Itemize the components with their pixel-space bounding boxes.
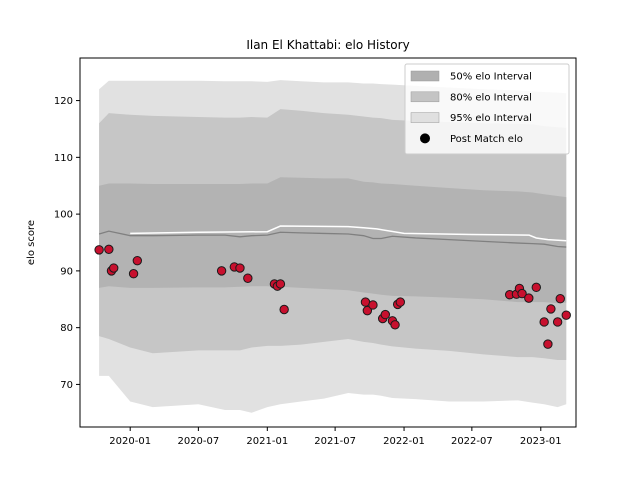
post-match-point bbox=[552, 317, 563, 327]
y-tick-label: 70 bbox=[60, 380, 73, 391]
y-tick-label: 80 bbox=[60, 323, 73, 334]
post-match-point bbox=[104, 244, 114, 255]
x-tick-label: 2022-07 bbox=[451, 436, 493, 447]
y-tick-label: 100 bbox=[54, 210, 73, 221]
y-tick-label: 90 bbox=[60, 266, 73, 277]
post-match-point bbox=[543, 339, 553, 349]
x-tick-label: 2022-01 bbox=[383, 436, 425, 447]
x-tick-label: 2021-07 bbox=[314, 436, 356, 447]
x-tick-label: 2021-01 bbox=[246, 436, 288, 447]
y-tick-label: 120 bbox=[54, 96, 73, 107]
axes-frame bbox=[79, 57, 577, 428]
legend-label: 80% elo Interval bbox=[450, 92, 532, 103]
post-match-point bbox=[128, 269, 139, 279]
post-match-point bbox=[380, 309, 391, 320]
post-match-point bbox=[395, 297, 405, 307]
legend: 50% elo Interval 80% elo Interval 95% elo … bbox=[404, 63, 570, 155]
post-match-point bbox=[94, 245, 104, 255]
post-match-point bbox=[561, 310, 571, 320]
legend-marker bbox=[420, 133, 430, 144]
legend-swatch bbox=[410, 112, 440, 123]
post-match-point bbox=[531, 282, 541, 293]
x-tick-label: 2020-01 bbox=[109, 436, 151, 447]
post-match-point bbox=[517, 288, 527, 299]
post-match-point bbox=[279, 304, 289, 315]
x-tick-label: 2020-07 bbox=[177, 436, 219, 447]
post-match-point bbox=[275, 279, 286, 289]
mean-line bbox=[98, 230, 567, 248]
chart-title: Ilan El Khattabi: elo History bbox=[246, 38, 409, 52]
post-match-point bbox=[132, 255, 143, 266]
post-match-point bbox=[216, 266, 227, 276]
post-match-point bbox=[109, 263, 119, 273]
post-match-point bbox=[368, 300, 378, 310]
band-50 bbox=[99, 177, 567, 304]
legend-label: Post Match elo bbox=[450, 134, 523, 145]
axes: 2020-01 2020-07 2021-01 2021-07 2022-01 2022-… bbox=[26, 57, 577, 447]
plot-area bbox=[94, 80, 571, 413]
legend-label: 50% elo Interval bbox=[450, 72, 532, 83]
legend-box bbox=[404, 63, 570, 155]
post-match-point bbox=[362, 305, 373, 316]
legend-swatch bbox=[410, 91, 440, 103]
y-tick-label: 110 bbox=[54, 153, 73, 164]
post-match-point bbox=[235, 263, 245, 273]
post-match-point bbox=[524, 293, 534, 303]
post-match-point bbox=[390, 320, 400, 330]
post-match-point bbox=[243, 273, 253, 283]
post-match-point bbox=[546, 304, 556, 314]
y-axis-label: elo score bbox=[26, 220, 37, 265]
white-line bbox=[130, 225, 567, 242]
x-tick-label: 2023-01 bbox=[520, 436, 562, 447]
legend-swatch bbox=[410, 70, 440, 82]
post-match-point bbox=[555, 294, 565, 304]
post-match-point bbox=[539, 317, 549, 327]
legend-label: 95% elo Interval bbox=[450, 113, 532, 124]
